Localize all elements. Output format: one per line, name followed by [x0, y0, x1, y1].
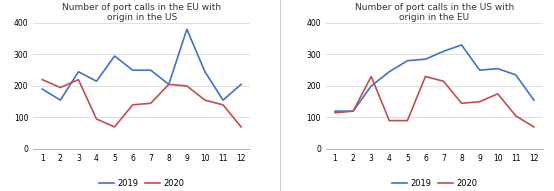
2020 [440, 80, 447, 82]
2020 [512, 115, 519, 117]
Title: Number of port calls in the US with
origin in the EU: Number of port calls in the US with orig… [355, 3, 514, 22]
2019 [93, 80, 100, 82]
2020 [220, 104, 227, 106]
2020 [166, 83, 172, 86]
Legend: 2019, 2020: 2019, 2020 [96, 176, 188, 191]
Legend: 2019, 2020: 2019, 2020 [388, 176, 480, 191]
2019 [440, 50, 447, 52]
2020 [238, 126, 244, 128]
2019 [57, 99, 64, 101]
2020 [531, 126, 537, 128]
2020 [494, 93, 501, 95]
2019 [129, 69, 136, 71]
Title: Number of port calls in the EU with
origin in the US: Number of port calls in the EU with orig… [62, 3, 221, 22]
2019 [202, 71, 208, 73]
2019 [332, 110, 338, 112]
2020 [458, 102, 465, 104]
2019 [512, 74, 519, 76]
2019 [458, 44, 465, 46]
2019 [220, 99, 227, 101]
2019 [494, 67, 501, 70]
Line: 2019: 2019 [335, 45, 534, 111]
Line: 2020: 2020 [42, 80, 241, 127]
Line: 2020: 2020 [335, 76, 534, 127]
2019 [147, 69, 154, 71]
2019 [166, 83, 172, 86]
2019 [386, 71, 393, 73]
2019 [75, 71, 82, 73]
2020 [422, 75, 429, 78]
2020 [404, 120, 411, 122]
2019 [183, 28, 190, 30]
2020 [129, 104, 136, 106]
2019 [404, 60, 411, 62]
2020 [386, 120, 393, 122]
2020 [476, 100, 483, 103]
2019 [368, 85, 375, 87]
2020 [111, 126, 118, 128]
2019 [238, 83, 244, 86]
2019 [350, 110, 356, 112]
2019 [476, 69, 483, 71]
2020 [183, 85, 190, 87]
2020 [202, 99, 208, 101]
2020 [147, 102, 154, 104]
2020 [368, 75, 375, 78]
2020 [39, 79, 45, 81]
2020 [350, 110, 356, 112]
2019 [422, 58, 429, 60]
2020 [332, 112, 338, 114]
2020 [57, 86, 64, 89]
2020 [75, 79, 82, 81]
2020 [93, 118, 100, 120]
2019 [111, 55, 118, 57]
Line: 2019: 2019 [42, 29, 241, 100]
2019 [39, 88, 45, 90]
2019 [531, 99, 537, 101]
